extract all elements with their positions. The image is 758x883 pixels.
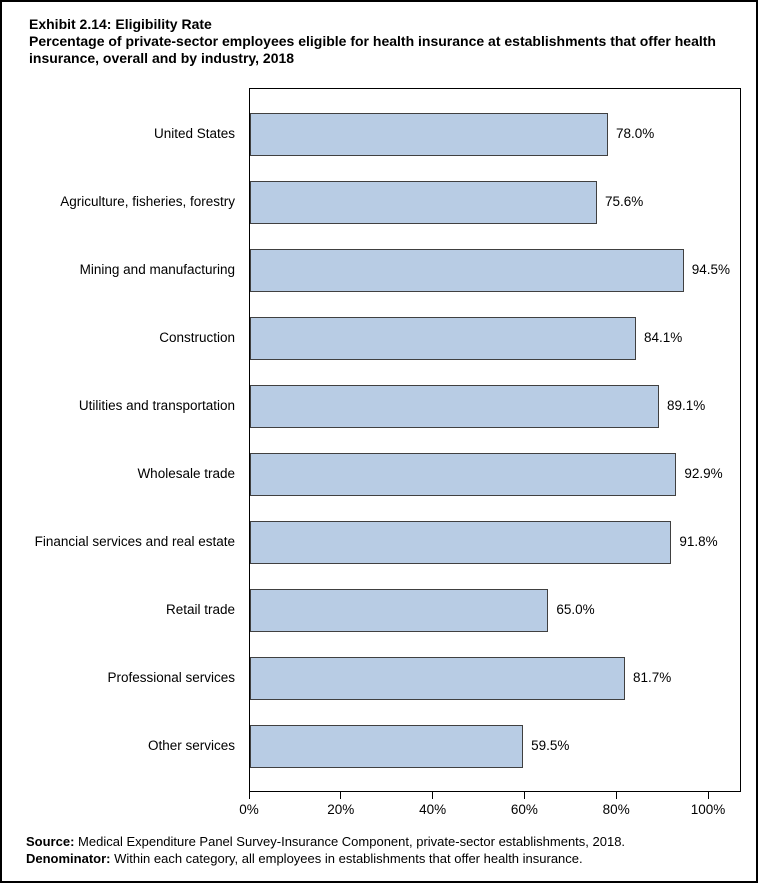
x-axis-tick <box>340 792 342 799</box>
category-label: Construction <box>159 330 235 345</box>
x-axis-tick-label: 0% <box>239 802 259 817</box>
category-label: Wholesale trade <box>137 466 235 481</box>
x-axis-tick-label: 80% <box>602 802 630 817</box>
chart-subtitle: Percentage of private-sector employees e… <box>29 33 716 66</box>
exhibit-title: Exhibit 2.14: Eligibility Rate <box>29 16 212 32</box>
plot-area <box>249 88 741 792</box>
bar <box>250 452 677 496</box>
x-axis-tick-label: 60% <box>510 802 538 817</box>
category-label: Mining and manufacturing <box>79 262 235 277</box>
denominator-label: Denominator: <box>26 851 111 866</box>
denominator-text: Within each category, all employees in e… <box>114 851 583 866</box>
category-label: Agriculture, fisheries, forestry <box>60 194 235 209</box>
value-label: 91.8% <box>679 534 718 549</box>
value-label: 59.5% <box>531 738 570 753</box>
bar <box>250 588 549 632</box>
source-text: Medical Expenditure Panel Survey-Insuran… <box>78 834 626 849</box>
bar <box>250 112 609 156</box>
value-label: 84.1% <box>644 330 683 345</box>
bar <box>250 180 597 224</box>
category-label: Utilities and transportation <box>78 398 235 413</box>
bar-chart: United States 78.0% Agriculture, fisheries… <box>2 88 756 823</box>
value-label: 78.0% <box>616 126 655 141</box>
category-label: Retail trade <box>165 602 235 617</box>
value-label: 89.1% <box>666 398 706 413</box>
bar <box>250 520 672 564</box>
x-axis-tick-label: 20% <box>327 802 355 817</box>
source-label: Source: <box>26 834 75 849</box>
category-label: United States <box>153 126 235 141</box>
bar <box>250 656 625 700</box>
category-label: Other services <box>147 738 235 753</box>
value-label: 92.9% <box>684 466 723 481</box>
bar <box>250 316 637 360</box>
bar <box>250 384 659 428</box>
x-axis-tick <box>432 792 434 799</box>
bar <box>250 724 524 768</box>
x-axis-tick <box>523 792 525 799</box>
value-label: 65.0% <box>556 602 595 617</box>
footnotes: Source: Medical Expenditure Panel Survey… <box>26 833 625 867</box>
value-label: 81.7% <box>633 670 672 685</box>
x-axis-tick <box>248 792 250 799</box>
x-axis-tick <box>707 792 709 799</box>
x-axis-tick-label: 100% <box>690 802 726 817</box>
source-note: Source: Medical Expenditure Panel Survey… <box>26 833 625 850</box>
category-label: Financial services and real estate <box>34 534 235 549</box>
value-label: 94.5% <box>691 262 731 277</box>
bar <box>250 248 684 292</box>
denominator-note: Denominator: Within each category, all e… <box>26 850 625 867</box>
x-axis-tick-label: 40% <box>419 802 447 817</box>
category-label: Professional services <box>107 670 235 685</box>
chart-title-block: Exhibit 2.14: Eligibility Rate Percentag… <box>29 16 735 67</box>
value-label: 75.6% <box>605 194 644 209</box>
x-axis-tick <box>615 792 617 799</box>
